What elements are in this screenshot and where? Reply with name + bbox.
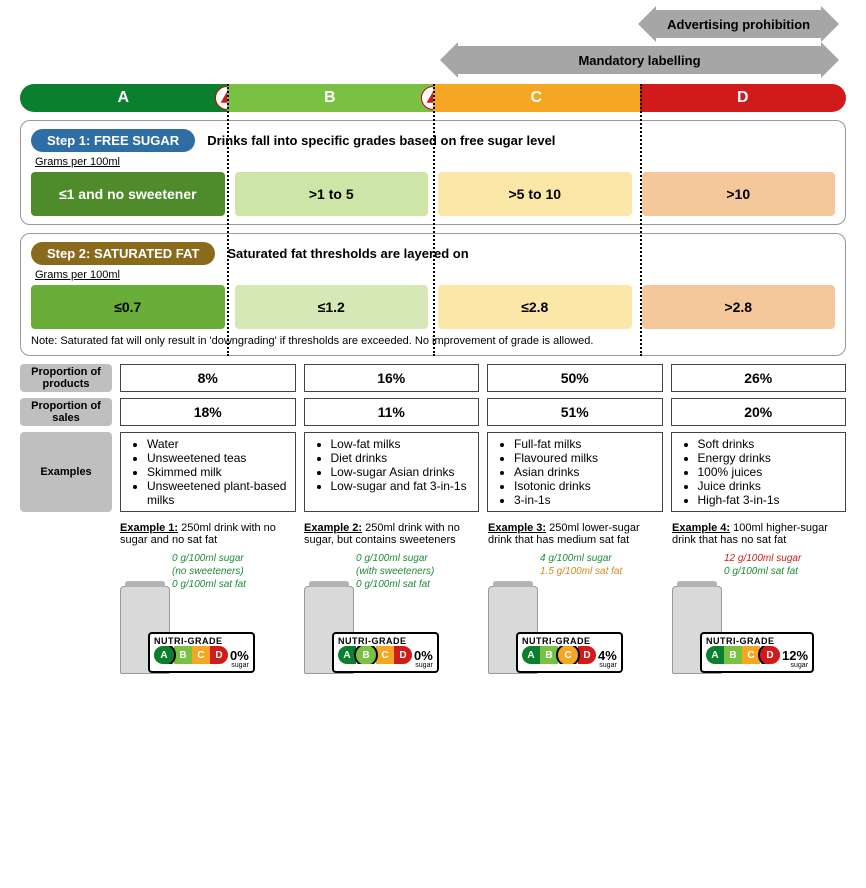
step2-row-cell: ≤1.2 [235, 285, 429, 329]
example-item: Isotonic drinks [514, 479, 654, 493]
step1-row-cell: >5 to 10 [438, 172, 632, 216]
step2-row-cell: ≤0.7 [31, 285, 225, 329]
main-columns: ABCD Step 1: FREE SUGAR Drinks fall into… [20, 84, 846, 356]
mandatory-labelling-arrow: Mandatory labelling [458, 46, 821, 74]
grade-pill-c: C [433, 84, 640, 112]
products-row: Proportion of products 8% 16%50% 26% [20, 364, 846, 392]
example-item: Energy drinks [698, 451, 838, 465]
data-section: Proportion of products 8% 16%50% 26% Propo… [20, 364, 846, 512]
step2-note: Note: Saturated fat will only result in … [31, 335, 835, 347]
examples-cell: Soft drinksEnergy drinks100% juicesJuice… [671, 432, 847, 512]
example-metrics: 0 g/100ml sugar(no sweeteners)0 g/100ml … [172, 552, 246, 591]
example-title: Example 1: 250ml drink with no sugar and… [120, 522, 294, 546]
nutri-grade-c: C [556, 646, 580, 664]
nutri-grade-label: NUTRI-GRADEABCD12%sugar [700, 632, 814, 673]
products-label: Proportion of products [20, 364, 112, 392]
nutri-grade-a: A [154, 646, 176, 664]
nutri-grade-d: D [758, 646, 780, 664]
step1-row-cell: >10 [642, 172, 836, 216]
grade-pill-b: B [227, 84, 434, 112]
nutri-percent: 12% [782, 648, 808, 663]
step2-thresholds: ≤0.7≤1.2≤2.8>2.8 [31, 285, 835, 329]
example-column: Example 4: 100ml higher-sugar drink that… [672, 522, 846, 682]
example-item: 3-in-1s [514, 493, 654, 507]
step2-row-cell: ≤2.8 [438, 285, 632, 329]
examples-section: Example 1: 250ml drink with no sugar and… [120, 522, 846, 682]
example-item: Unsweetened teas [147, 451, 287, 465]
data-cell: 50% [487, 364, 663, 392]
grade-pill-d: D [640, 84, 847, 112]
data-cell: 16% [304, 364, 480, 392]
example-item: Juice drinks [698, 479, 838, 493]
examples-row: Examples WaterUnsweetened teasSkimmed mi… [20, 432, 846, 512]
grade-strip: ABCD [20, 84, 846, 112]
top-arrows: Advertising prohibition Mandatory labell… [20, 10, 846, 80]
advertising-prohibition-arrow: Advertising prohibition [656, 10, 821, 38]
example-item: Diet drinks [331, 451, 471, 465]
step2-title: Saturated fat thresholds are layered on [227, 246, 468, 261]
example-item: 100% juices [698, 465, 838, 479]
data-cell: 18% [120, 398, 296, 426]
data-cell: 51% [487, 398, 663, 426]
example-metrics: 12 g/100ml sugar0 g/100ml sat fat [724, 552, 801, 578]
step1-title: Drinks fall into specific grades based o… [207, 133, 555, 148]
example-item: Low-sugar and fat 3-in-1s [331, 479, 471, 493]
example-item: Unsweetened plant-based milks [147, 479, 287, 507]
nutri-percent: 4% [598, 648, 617, 663]
sales-row: Proportion of sales 18% 11%51% 20% [20, 398, 846, 426]
nutri-grade-label: NUTRI-GRADEABCD0%sugar [148, 632, 255, 673]
example-item: Full-fat milks [514, 437, 654, 451]
example-title: Example 2: 250ml drink with no sugar, bu… [304, 522, 478, 546]
grade-pill-a: A [20, 84, 227, 112]
examples-cell: Full-fat milksFlavoured milksAsian drink… [487, 432, 663, 512]
examples-cell: WaterUnsweetened teasSkimmed milkUnsweet… [120, 432, 296, 512]
example-item: Soft drinks [698, 437, 838, 451]
example-metrics: 0 g/100ml sugar(with sweeteners)0 g/100m… [356, 552, 434, 591]
step2-unit: Grams per 100ml [35, 269, 835, 281]
example-item: Low-sugar Asian drinks [331, 465, 471, 479]
example-item: Flavoured milks [514, 451, 654, 465]
nutri-grade-label: NUTRI-GRADEABCD4%sugar [516, 632, 623, 673]
step2-tag: Step 2: SATURATED FAT [31, 242, 215, 265]
step1-tag: Step 1: FREE SUGAR [31, 129, 195, 152]
example-metrics: 4 g/100ml sugar1.5 g/100ml sat fat [540, 552, 622, 578]
step1-row-cell: ≤1 and no sweetener [31, 172, 225, 216]
step1-row-cell: >1 to 5 [235, 172, 429, 216]
examples-cell: Low-fat milksDiet drinksLow-sugar Asian … [304, 432, 480, 512]
data-cell: 8% [120, 364, 296, 392]
step1-thresholds: ≤1 and no sweetener>1 to 5>5 to 10>10 [31, 172, 835, 216]
example-column: Example 2: 250ml drink with no sugar, bu… [304, 522, 478, 682]
step1-box: Step 1: FREE SUGAR Drinks fall into spec… [20, 120, 846, 225]
example-column: Example 1: 250ml drink with no sugar and… [120, 522, 294, 682]
example-title: Example 3: 250ml lower-sugar drink that … [488, 522, 662, 546]
examples-label: Examples [20, 432, 112, 512]
nutri-grade-b: B [354, 646, 378, 664]
step2-box: Step 2: SATURATED FAT Saturated fat thre… [20, 233, 846, 356]
example-column: Example 3: 250ml lower-sugar drink that … [488, 522, 662, 682]
nutri-percent: 0% [414, 648, 433, 663]
example-item: Asian drinks [514, 465, 654, 479]
nutri-grade-label: NUTRI-GRADEABCD0%sugar [332, 632, 439, 673]
example-title: Example 4: 100ml higher-sugar drink that… [672, 522, 846, 546]
data-cell: 20% [671, 398, 847, 426]
example-item: Low-fat milks [331, 437, 471, 451]
sales-label: Proportion of sales [20, 398, 112, 426]
data-cell: 26% [671, 364, 847, 392]
example-item: High-fat 3-in-1s [698, 493, 838, 507]
step2-row-cell: >2.8 [642, 285, 836, 329]
data-cell: 11% [304, 398, 480, 426]
example-item: Skimmed milk [147, 465, 287, 479]
step1-unit: Grams per 100ml [35, 156, 835, 168]
nutri-percent: 0% [230, 648, 249, 663]
example-item: Water [147, 437, 287, 451]
